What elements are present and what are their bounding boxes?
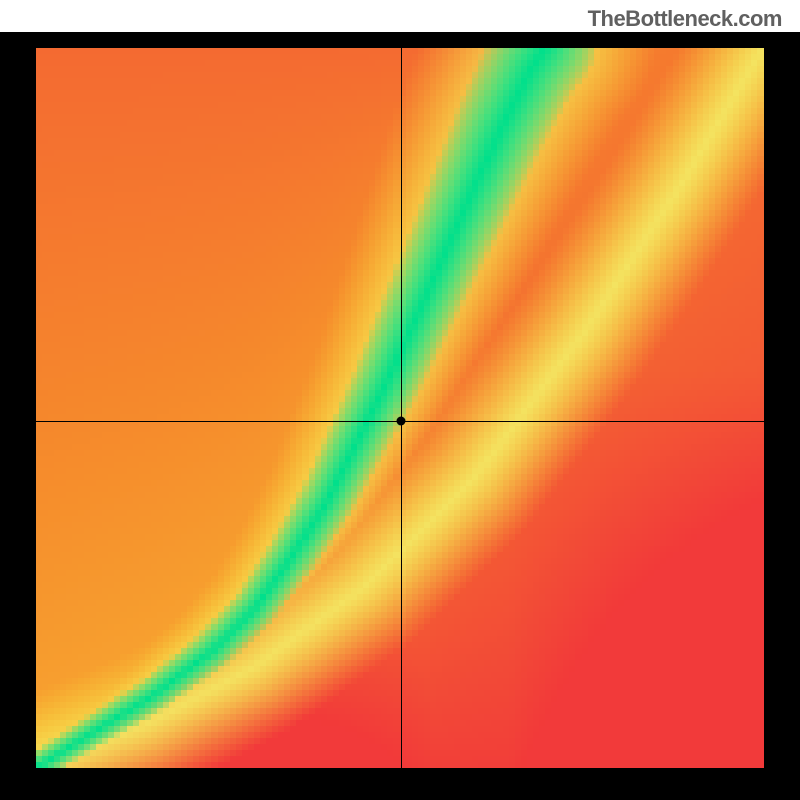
plot-area bbox=[36, 48, 764, 768]
root-container: TheBottleneck.com bbox=[0, 0, 800, 800]
crosshair-marker-icon bbox=[397, 416, 406, 425]
crosshair-vertical bbox=[401, 48, 402, 768]
heatmap-canvas bbox=[36, 48, 764, 768]
brand-label[interactable]: TheBottleneck.com bbox=[588, 6, 782, 32]
chart-frame bbox=[0, 32, 800, 800]
